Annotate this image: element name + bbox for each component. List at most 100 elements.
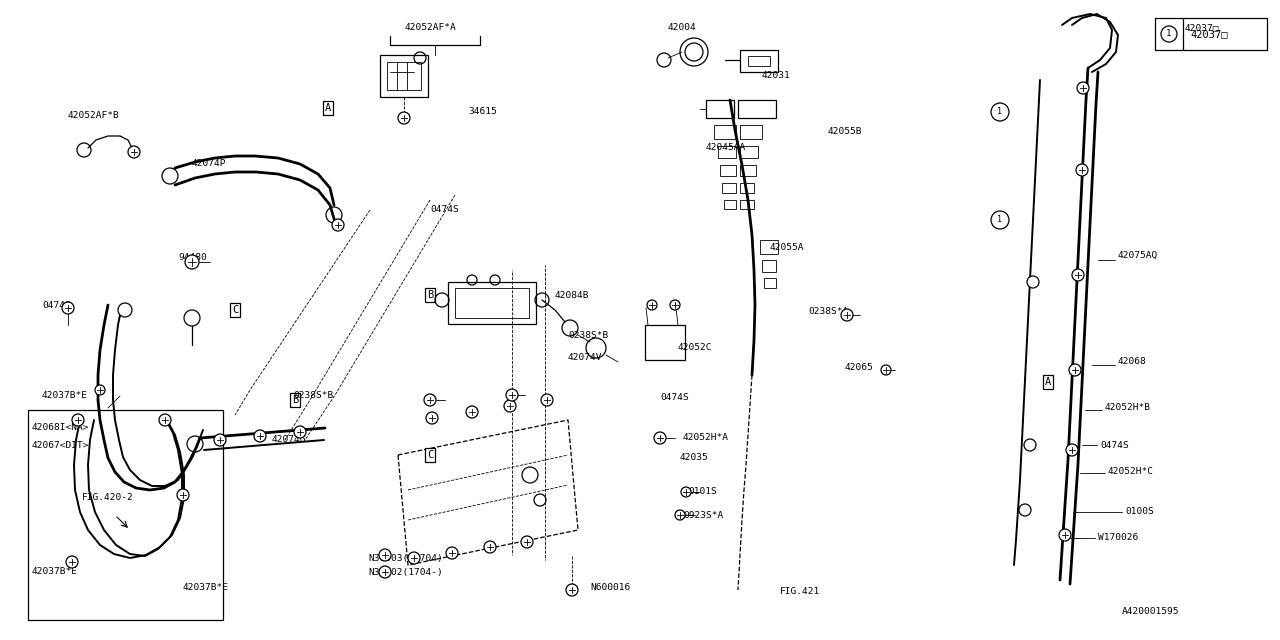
Circle shape [1019,504,1030,516]
Circle shape [646,300,657,310]
Bar [762,260,776,272]
Text: 42037□: 42037□ [1190,29,1228,39]
Text: 42084B: 42084B [556,291,590,300]
Circle shape [186,255,198,269]
Bar [722,183,736,193]
Bar [1155,18,1267,50]
Text: A420001595: A420001595 [1123,607,1179,616]
Bar [760,240,778,254]
Bar [740,183,754,193]
Circle shape [669,300,680,310]
Text: 42052AF*A: 42052AF*A [404,24,456,33]
Text: B: B [426,290,433,300]
Text: 0474S: 0474S [660,394,689,403]
Circle shape [67,556,78,568]
Circle shape [408,552,420,564]
Circle shape [841,309,852,321]
Circle shape [95,385,105,395]
Text: N37003(-1704): N37003(-1704) [369,554,443,563]
Bar [740,200,754,209]
Circle shape [1076,164,1088,176]
Circle shape [1073,269,1084,281]
Circle shape [506,389,518,401]
Text: 42035: 42035 [680,454,709,463]
Text: N600016: N600016 [590,584,630,593]
Bar [448,282,536,324]
Bar [740,146,758,158]
Circle shape [379,549,390,561]
Bar [740,50,778,72]
Text: 0923S*A: 0923S*A [684,511,723,520]
Text: 1: 1 [997,108,1002,116]
Bar [454,288,529,318]
Circle shape [681,487,691,497]
Text: 42067<DIT>: 42067<DIT> [32,440,90,449]
Circle shape [128,146,140,158]
Bar [28,410,223,620]
Bar [739,100,776,118]
Text: 42055A: 42055A [771,243,805,253]
Circle shape [1076,82,1089,94]
Circle shape [379,566,390,578]
Circle shape [159,414,172,426]
Text: C: C [232,305,238,315]
Bar [740,165,756,176]
Text: 42052AF*B: 42052AF*B [68,111,120,120]
Text: 42031: 42031 [762,70,791,79]
Bar [764,278,776,288]
Circle shape [1066,444,1078,456]
Text: 42052H*A: 42052H*A [684,433,730,442]
Text: 42068: 42068 [1117,358,1147,367]
Circle shape [521,536,532,548]
Text: W170026: W170026 [1098,534,1138,543]
Circle shape [118,303,132,317]
Text: 1: 1 [1166,29,1171,38]
Circle shape [253,430,266,442]
Text: B: B [292,395,298,405]
Text: N37002(1704-): N37002(1704-) [369,568,443,577]
Circle shape [504,400,516,412]
Circle shape [72,414,84,426]
Circle shape [466,406,477,418]
Bar [387,62,421,90]
Text: 42004: 42004 [668,24,696,33]
Text: 42068I<NA>: 42068I<NA> [32,424,90,433]
Text: 42074P: 42074P [192,159,227,168]
Text: 42037B*E: 42037B*E [42,390,88,399]
Text: 42045AA: 42045AA [707,143,746,152]
Bar [718,146,736,158]
Text: 0100S: 0100S [1125,508,1153,516]
Circle shape [398,112,410,124]
Text: 94480: 94480 [178,253,207,262]
Text: 42052H*B: 42052H*B [1105,403,1151,413]
Text: C: C [426,450,433,460]
Text: 0101S: 0101S [689,488,717,497]
Text: 42075AQ: 42075AQ [1117,250,1158,259]
Circle shape [424,394,436,406]
Circle shape [177,489,189,501]
Circle shape [541,394,553,406]
Text: 1: 1 [997,216,1002,225]
Bar [748,56,771,66]
Text: 0238S*A: 0238S*A [808,307,849,317]
Circle shape [61,302,74,314]
Bar [740,125,762,139]
Circle shape [445,547,458,559]
Circle shape [881,365,891,375]
Circle shape [1024,439,1036,451]
Circle shape [1069,364,1082,376]
Circle shape [675,510,685,520]
Bar [724,200,736,209]
Bar [714,125,736,139]
Text: 34615: 34615 [468,108,497,116]
Circle shape [214,434,227,446]
Text: A: A [325,103,332,113]
Text: 0238S*B: 0238S*B [568,330,608,339]
Text: 42065: 42065 [845,364,874,372]
Circle shape [484,541,497,553]
Text: 42074G: 42074G [273,435,306,445]
Circle shape [294,426,306,438]
Text: 42052C: 42052C [678,344,713,353]
Text: 42037B*E: 42037B*E [183,584,229,593]
Circle shape [566,584,579,596]
